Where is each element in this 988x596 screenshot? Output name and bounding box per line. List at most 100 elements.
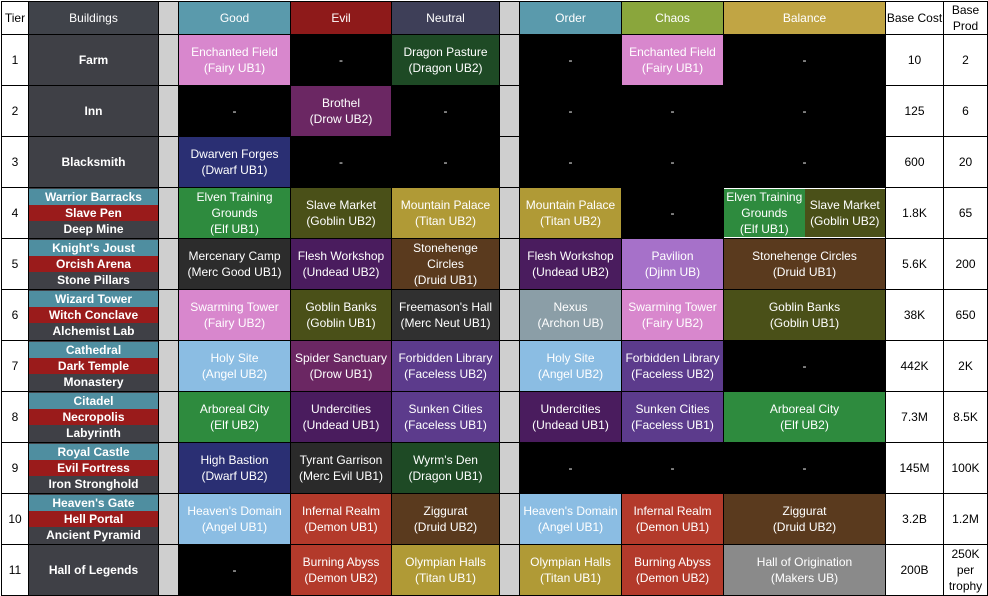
- spacer: [158, 544, 179, 596]
- good-upgrade-cell: Heaven's Domain (Angel UB1): [178, 493, 291, 545]
- base-prod-cell: 1.2M: [943, 493, 988, 545]
- table-body: 1 Farm Enchanted Field (Fairy UB1) - Dragon …: [1, 34, 988, 596]
- tier-cell: 6: [1, 289, 29, 341]
- building-evil: Witch Conclave: [29, 307, 158, 323]
- base-cost-cell: 600: [885, 136, 944, 188]
- spacer: [499, 85, 520, 137]
- chaos-upgrade-cell: Infernal Realm (Demon UB1): [621, 493, 724, 545]
- table-row: 3 Blacksmith Dwarven Forges (Dwarf UB1) - - -…: [1, 136, 988, 188]
- spacer: [499, 1, 520, 35]
- evil-upgrade-cell: Burning Abyss (Demon UB2): [290, 544, 392, 596]
- good-upgrade-cell: Holy Site (Angel UB2): [178, 340, 291, 392]
- order-upgrade-cell: Undercities (Undead UB1): [519, 391, 622, 443]
- tier-cell: 10: [1, 493, 29, 545]
- neutral-upgrade-cell: Sunken Cities (Faceless UB1): [391, 391, 500, 443]
- table-row: 5 Knight's Joust Orcish Arena Stone Pillars…: [1, 238, 988, 290]
- building-evil: Slave Pen: [29, 205, 158, 221]
- chaos-upgrade-cell: -: [621, 136, 724, 188]
- table-row: 11 Hall of Legends - Burning Abyss (Demon U…: [1, 544, 988, 596]
- buildings-cell: Inn: [28, 85, 159, 137]
- good-upgrade-cell: Dwarven Forges (Dwarf UB1): [178, 136, 291, 188]
- buildings-cell: Warrior Barracks Slave Pen Deep Mine: [28, 187, 159, 239]
- base-prod-cell: 8.5K: [943, 391, 988, 443]
- base-cost-cell: 38K: [885, 289, 944, 341]
- spacer: [158, 238, 179, 290]
- base-cost-cell: 145M: [885, 442, 944, 494]
- balance-upgrade-cell: -: [723, 34, 886, 86]
- neutral-upgrade-cell: Wyrm's Den (Dragon UB1): [391, 442, 500, 494]
- building-good: Royal Castle: [29, 444, 158, 460]
- balance-upgrade-part: Elven Training Grounds (Elf UB1): [724, 189, 805, 237]
- building-evil: Evil Fortress: [29, 460, 158, 476]
- buildings-cell: Royal Castle Evil Fortress Iron Stronghold: [28, 442, 159, 494]
- balance-upgrade-cell: -: [723, 85, 886, 137]
- table-row: 6 Wizard Tower Witch Conclave Alchemist Lab…: [1, 289, 988, 341]
- building-neutral: Alchemist Lab: [29, 323, 158, 339]
- good-upgrade-cell: -: [178, 544, 291, 596]
- tier-cell: 2: [1, 85, 29, 137]
- table-row: 1 Farm Enchanted Field (Fairy UB1) - Dragon …: [1, 34, 988, 86]
- table-row: 4 Warrior Barracks Slave Pen Deep Mine Elven…: [1, 187, 988, 239]
- balance-upgrade-cell: Arboreal City (Elf UB2): [723, 391, 886, 443]
- chaos-upgrade-cell: -: [621, 187, 724, 239]
- neutral-upgrade-cell: Freemason's Hall (Merc Neut UB1): [391, 289, 500, 341]
- balance-upgrade-cell: Stonehenge Circles (Druid UB1): [723, 238, 886, 290]
- table-row: 8 Citadel Necropolis Labyrinth Arboreal City…: [1, 391, 988, 443]
- order-upgrade-cell: Heaven's Domain (Angel UB1): [519, 493, 622, 545]
- base-cost-cell: 7.3M: [885, 391, 944, 443]
- header-neutral: Neutral: [391, 1, 500, 35]
- building-evil: Orcish Arena: [29, 256, 158, 272]
- base-prod-cell: 650: [943, 289, 988, 341]
- chaos-upgrade-cell: Enchanted Field (Fairy UB1): [621, 34, 724, 86]
- header-chaos: Chaos: [621, 1, 724, 35]
- tier-cell: 5: [1, 238, 29, 290]
- neutral-upgrade-cell: Forbidden Library (Faceless UB2): [391, 340, 500, 392]
- balance-upgrade-cell: Hall of Origination (Makers UB): [723, 544, 886, 596]
- spacer: [158, 85, 179, 137]
- building-neutral: Deep Mine: [29, 221, 158, 237]
- good-upgrade-cell: Elven Training Grounds (Elf UB1): [178, 187, 291, 239]
- neutral-upgrade-cell: Olympian Halls (Titan UB1): [391, 544, 500, 596]
- spacer: [158, 1, 179, 35]
- building-neutral: Iron Stronghold: [29, 476, 158, 492]
- evil-upgrade-cell: Undercities (Undead UB1): [290, 391, 392, 443]
- spacer: [499, 493, 520, 545]
- building-neutral: Labyrinth: [29, 425, 158, 441]
- neutral-upgrade-cell: Dragon Pasture (Dragon UB2): [391, 34, 500, 86]
- order-upgrade-cell: Nexus (Archon UB): [519, 289, 622, 341]
- header-buildings: Buildings: [28, 1, 159, 35]
- evil-upgrade-cell: Tyrant Garrison (Merc Evil UB1): [290, 442, 392, 494]
- spacer: [499, 340, 520, 392]
- header-evil: Evil: [290, 1, 392, 35]
- evil-upgrade-cell: Infernal Realm (Demon UB1): [290, 493, 392, 545]
- building-neutral: Monastery: [29, 374, 158, 390]
- building-good: Heaven's Gate: [29, 495, 158, 511]
- spacer: [158, 391, 179, 443]
- spacer: [158, 289, 179, 341]
- spacer: [499, 136, 520, 188]
- balance-upgrade-cell: Ziggurat (Druid UB2): [723, 493, 886, 545]
- table-row: 2 Inn - Brothel (Drow UB2) - - - -125 6: [1, 85, 988, 137]
- good-upgrade-cell: Arboreal City (Elf UB2): [178, 391, 291, 443]
- base-cost-cell: 3.2B: [885, 493, 944, 545]
- base-prod-cell: 65: [943, 187, 988, 239]
- spacer: [499, 187, 520, 239]
- building-good: Wizard Tower: [29, 291, 158, 307]
- buildings-cell: Wizard Tower Witch Conclave Alchemist Lab: [28, 289, 159, 341]
- table-row: 7 Cathedral Dark Temple Monastery Holy Site …: [1, 340, 988, 392]
- neutral-upgrade-cell: Mountain Palace (Titan UB2): [391, 187, 500, 239]
- spacer: [499, 544, 520, 596]
- buildings-cell: Cathedral Dark Temple Monastery: [28, 340, 159, 392]
- balance-upgrade-cell: -: [723, 442, 886, 494]
- base-prod-cell: 20: [943, 136, 988, 188]
- tier-cell: 1: [1, 34, 29, 86]
- base-cost-cell: 442K: [885, 340, 944, 392]
- spacer: [499, 34, 520, 86]
- base-cost-cell: 125: [885, 85, 944, 137]
- order-upgrade-cell: -: [519, 85, 622, 137]
- table-row: 9 Royal Castle Evil Fortress Iron Stronghol…: [1, 442, 988, 494]
- chaos-upgrade-cell: -: [621, 85, 724, 137]
- good-upgrade-cell: Enchanted Field (Fairy UB1): [178, 34, 291, 86]
- base-prod-cell: 2: [943, 34, 988, 86]
